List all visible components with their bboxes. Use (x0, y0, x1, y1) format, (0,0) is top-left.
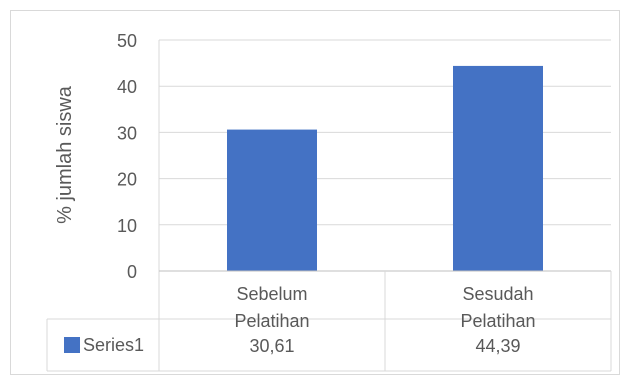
x-tick-label-line: Pelatihan (234, 311, 309, 331)
y-tick-label-20: 20 (117, 170, 137, 190)
x-tick-label-line: Sesudah (462, 284, 533, 304)
y-tick-label-40: 40 (117, 77, 137, 97)
bar-0-0 (227, 129, 317, 271)
data-table: Sebelum Pelatihan Sesudah Pelatihan Series1 3… (46, 40, 612, 372)
y-tick-label-10: 10 (117, 216, 137, 236)
y-tick-label-0: 0 (127, 262, 137, 282)
y-axis-label: % jumlah siswa (54, 85, 76, 224)
y-tick-label-50: 50 (117, 31, 137, 51)
bars (227, 65, 543, 271)
y-tick-labels: 0 10 20 30 40 50 (117, 31, 137, 282)
data-label-0-0: 30,61 (249, 336, 294, 356)
y-tick-label-30: 30 (117, 123, 137, 143)
legend-label-0: Series1 (83, 335, 144, 355)
x-tick-label-1: Sesudah Pelatihan (460, 284, 535, 331)
x-tick-label-0: Sebelum Pelatihan (234, 284, 309, 331)
x-tick-label-line: Sebelum (236, 284, 307, 304)
gridlines (159, 39, 611, 272)
x-tick-label-line: Pelatihan (460, 311, 535, 331)
bar-0-1 (453, 65, 543, 271)
legend-key-0 (64, 337, 80, 353)
data-label-0-1: 44,39 (475, 336, 520, 356)
